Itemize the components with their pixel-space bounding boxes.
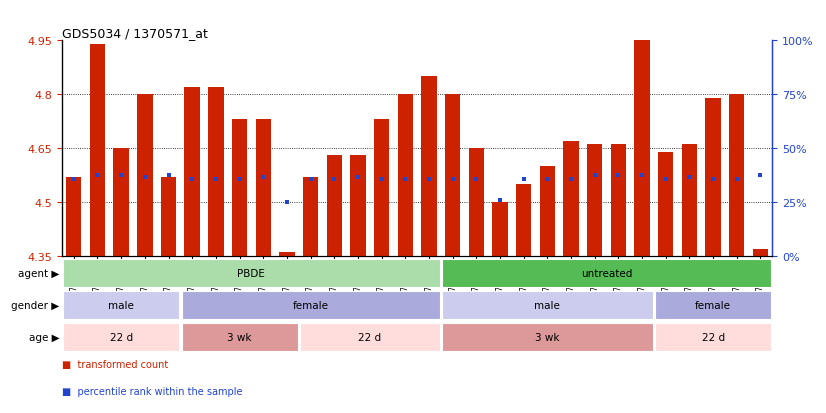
Text: ■  percentile rank within the sample: ■ percentile rank within the sample (62, 386, 243, 396)
Bar (468, 149, 484, 256)
Text: 22 d: 22 d (358, 332, 382, 342)
Bar (634, 41, 650, 256)
Bar (705, 99, 721, 256)
Bar (208, 88, 224, 256)
Text: male: male (534, 300, 560, 311)
Bar (63, 260, 439, 287)
Text: 22 d: 22 d (701, 332, 724, 342)
Bar (681, 145, 697, 256)
Bar (232, 120, 247, 256)
Bar (350, 156, 366, 256)
Bar (184, 88, 200, 256)
Bar (442, 323, 653, 351)
Bar (63, 323, 179, 351)
Bar (300, 323, 439, 351)
Bar (442, 260, 771, 287)
Text: age ▶: age ▶ (29, 332, 59, 342)
Bar (182, 323, 297, 351)
Text: female: female (292, 300, 329, 311)
Bar (255, 120, 271, 256)
Text: untreated: untreated (581, 268, 632, 279)
Bar (90, 45, 105, 256)
Bar (161, 177, 176, 256)
Bar (374, 120, 389, 256)
Bar (655, 323, 771, 351)
Bar (563, 142, 579, 256)
Bar (658, 152, 673, 256)
Text: 3 wk: 3 wk (227, 332, 252, 342)
Bar (137, 95, 153, 256)
Bar (63, 292, 179, 319)
Bar (442, 292, 653, 319)
Bar (113, 149, 129, 256)
Text: PBDE: PBDE (237, 268, 265, 279)
Text: male: male (108, 300, 134, 311)
Bar (516, 185, 531, 256)
Bar (610, 145, 626, 256)
Text: female: female (695, 300, 731, 311)
Bar (182, 292, 439, 319)
Bar (492, 202, 508, 256)
Text: ■  transformed count: ■ transformed count (62, 359, 169, 369)
Bar (729, 95, 744, 256)
Text: 3 wk: 3 wk (535, 332, 559, 342)
Bar (539, 166, 555, 256)
Bar (66, 177, 82, 256)
Bar (303, 177, 318, 256)
Text: GDS5034 / 1370571_at: GDS5034 / 1370571_at (62, 27, 208, 40)
Text: agent ▶: agent ▶ (18, 268, 59, 279)
Bar (752, 249, 768, 256)
Bar (326, 156, 342, 256)
Bar (397, 95, 413, 256)
Bar (445, 95, 460, 256)
Bar (279, 252, 295, 256)
Bar (655, 292, 771, 319)
Bar (421, 77, 437, 256)
Text: 22 d: 22 d (110, 332, 133, 342)
Text: gender ▶: gender ▶ (12, 300, 59, 311)
Bar (587, 145, 602, 256)
